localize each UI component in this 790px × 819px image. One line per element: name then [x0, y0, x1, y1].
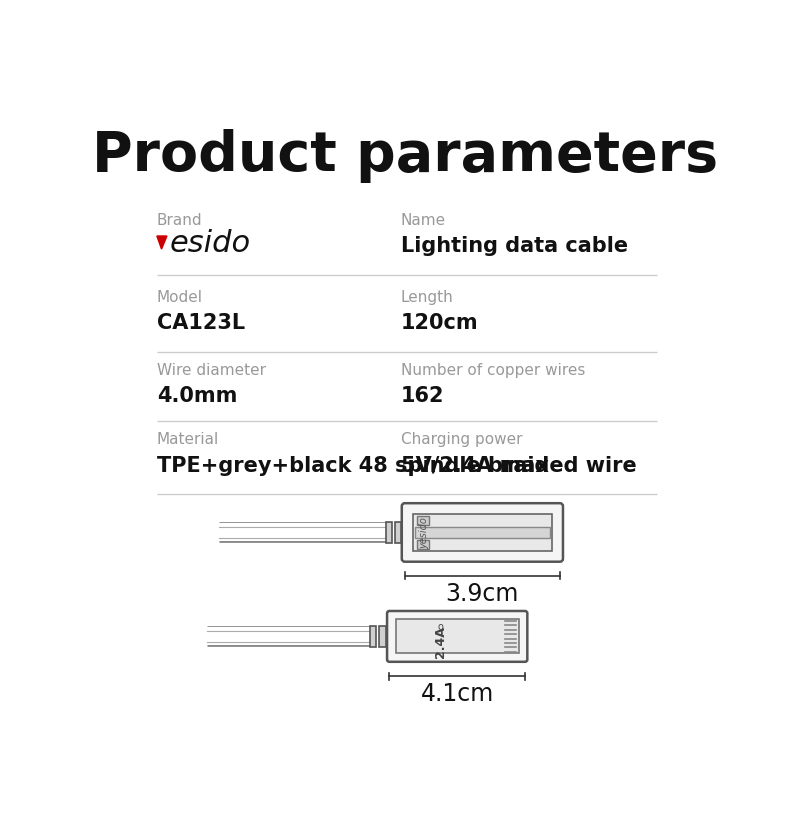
Text: esido: esido	[169, 229, 250, 258]
Text: Number of copper wires: Number of copper wires	[401, 362, 585, 378]
Text: 2.4A: 2.4A	[435, 626, 447, 657]
Text: 5V/2.4A max: 5V/2.4A max	[401, 455, 549, 475]
Text: Lighting data cable: Lighting data cable	[401, 236, 628, 256]
Text: Product parameters: Product parameters	[92, 129, 718, 183]
Bar	[412, 514, 552, 551]
Text: 162: 162	[401, 386, 445, 406]
Bar	[415, 527, 550, 538]
Bar	[416, 541, 429, 549]
FancyBboxPatch shape	[402, 504, 563, 562]
Text: Name: Name	[401, 212, 446, 228]
Text: 4.0mm: 4.0mm	[157, 386, 237, 406]
Text: 4.1cm: 4.1cm	[420, 681, 494, 705]
Bar	[370, 626, 376, 647]
Text: Wire diameter: Wire diameter	[157, 362, 266, 378]
FancyBboxPatch shape	[387, 611, 528, 662]
Text: yesido: yesido	[419, 517, 429, 549]
Polygon shape	[157, 237, 167, 250]
Text: CA123L: CA123L	[157, 313, 245, 333]
Text: Brand: Brand	[157, 212, 202, 228]
Bar	[395, 522, 401, 544]
Text: 3.9cm: 3.9cm	[446, 581, 519, 604]
Bar	[396, 620, 519, 654]
Text: Charging power: Charging power	[401, 432, 522, 446]
Text: Length: Length	[401, 289, 453, 304]
Text: Material: Material	[157, 432, 219, 446]
Text: TPE+grey+black 48 spindle braided wire: TPE+grey+black 48 spindle braided wire	[157, 455, 637, 475]
Bar	[386, 522, 392, 544]
Bar	[379, 626, 386, 647]
Text: 120cm: 120cm	[401, 313, 479, 333]
Text: Model: Model	[157, 289, 203, 304]
Bar	[416, 517, 429, 525]
Text: o: o	[438, 621, 444, 631]
